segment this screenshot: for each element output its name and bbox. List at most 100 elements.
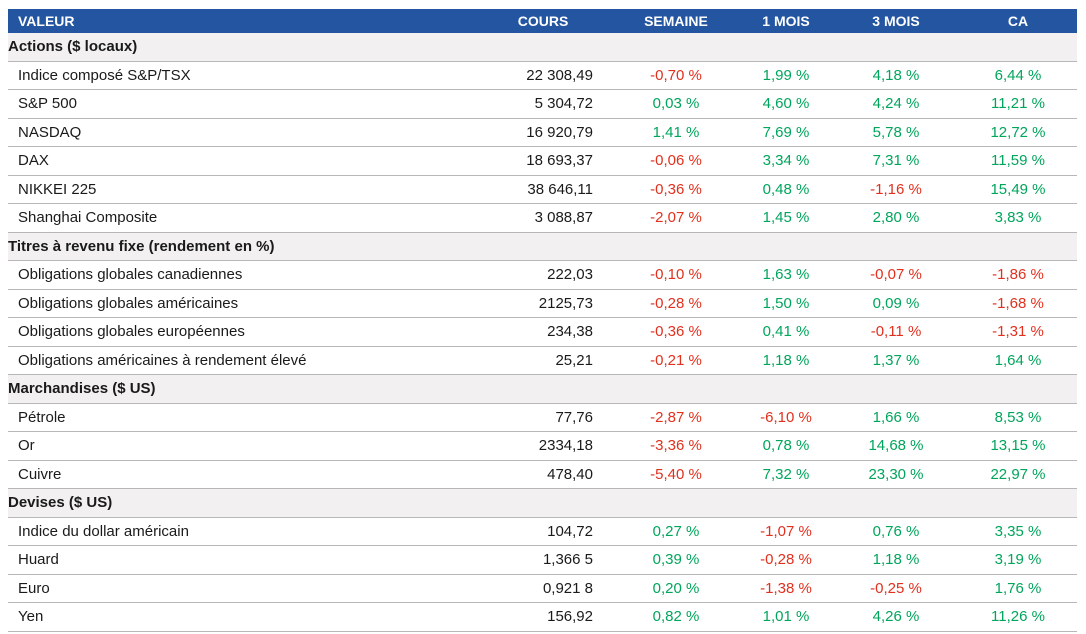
mois3-value: 1,37 % xyxy=(872,351,920,369)
row-label: Indice composé S&P/TSX xyxy=(18,66,191,84)
mois3-value: 4,26 % xyxy=(872,608,920,626)
section-title: Marchandises ($ US) xyxy=(8,380,156,398)
semaine-value: -0,70 % xyxy=(650,66,702,84)
column-header-ca: CA xyxy=(1007,13,1029,29)
table-row: Yen 156,92 0,82 % 1,01 % 4,26 % 11,26 % xyxy=(8,603,1077,632)
table-row: NIKKEI 225 38 646,11 -0,36 % 0,48 % -1,16 % 1… xyxy=(8,175,1077,204)
mois3-value: 5,78 % xyxy=(872,123,920,141)
semaine-value: -2,07 % xyxy=(650,209,702,227)
ca-value: 6,44 % xyxy=(994,66,1042,84)
cours-value: 222,03 xyxy=(547,266,593,284)
section-header-row: Marchandises ($ US) xyxy=(8,375,1077,404)
ca-value: 12,72 % xyxy=(990,123,1046,141)
mois1-value: 4,60 % xyxy=(762,95,810,113)
ca-value: 15,49 % xyxy=(990,180,1046,198)
ca-value: 22,97 % xyxy=(990,465,1046,483)
semaine-value: 0,27 % xyxy=(652,522,700,540)
mois1-value: 1,45 % xyxy=(762,209,810,227)
mois1-value: 1,50 % xyxy=(762,294,810,312)
column-header-valeur: VALEUR xyxy=(18,13,75,29)
mois3-value: -0,07 % xyxy=(870,266,922,284)
ca-value: 13,15 % xyxy=(990,437,1046,455)
section-title: Titres à revenu fixe (rendement en %) xyxy=(8,237,275,255)
mois1-value: 3,34 % xyxy=(762,152,810,170)
mois3-value: 4,24 % xyxy=(872,95,920,113)
cours-value: 156,92 xyxy=(547,608,593,626)
semaine-value: 0,03 % xyxy=(652,95,700,113)
row-label: Yen xyxy=(18,608,44,626)
mois3-value: 0,09 % xyxy=(872,294,920,312)
cours-value: 5 304,72 xyxy=(534,95,593,113)
market-performance-table: VALEUR COURS SEMAINE 1 MOIS 3 MOIS CA Ac… xyxy=(8,9,1077,632)
ca-value: -1,31 % xyxy=(992,323,1044,341)
ca-value: 3,83 % xyxy=(994,209,1042,227)
section-header-row: Titres à revenu fixe (rendement en %) xyxy=(8,232,1077,261)
table-row: S&P 500 5 304,72 0,03 % 4,60 % 4,24 % 11,21 % xyxy=(8,90,1077,119)
row-label: Cuivre xyxy=(18,465,62,483)
cours-value: 16 920,79 xyxy=(526,123,593,141)
mois1-value: 0,41 % xyxy=(762,323,810,341)
row-label: DAX xyxy=(18,152,49,170)
cours-value: 0,921 8 xyxy=(542,579,593,597)
row-label: Huard xyxy=(18,551,59,569)
mois1-value: 1,63 % xyxy=(762,266,810,284)
table-row: Obligations globales américaines 2125,73 -… xyxy=(8,289,1077,318)
row-label: NASDAQ xyxy=(18,123,82,141)
mois3-value: 0,76 % xyxy=(872,522,920,540)
row-label: Obligations globales américaines xyxy=(18,294,239,312)
mois3-value: 1,66 % xyxy=(872,408,920,426)
semaine-value: -0,10 % xyxy=(650,266,702,284)
semaine-value: -0,21 % xyxy=(650,351,702,369)
mois1-value: -1,07 % xyxy=(760,522,812,540)
mois1-value: -1,38 % xyxy=(760,579,812,597)
cours-value: 104,72 xyxy=(547,522,593,540)
semaine-value: -0,36 % xyxy=(650,180,702,198)
table-row: Obligations globales européennes 234,38 -0… xyxy=(8,318,1077,347)
ca-value: -1,68 % xyxy=(992,294,1044,312)
section-header-row: Actions ($ locaux) xyxy=(8,33,1077,62)
table-row: Shanghai Composite 3 088,87 -2,07 % 1,45 % 2… xyxy=(8,204,1077,233)
ca-value: 3,19 % xyxy=(994,551,1042,569)
semaine-value: -2,87 % xyxy=(650,408,702,426)
semaine-value: -5,40 % xyxy=(650,465,702,483)
table-row: Obligations globales canadiennes 222,03 -0… xyxy=(8,261,1077,290)
table-row: Euro 0,921 8 0,20 % -1,38 % -0,25 % 1,76 % xyxy=(8,574,1077,603)
table-body: Actions ($ locaux) Indice composé S&P/TSX… xyxy=(8,33,1077,632)
table-header-row: VALEUR COURS SEMAINE 1 MOIS 3 MOIS CA xyxy=(8,9,1077,33)
mois1-value: 1,18 % xyxy=(762,351,810,369)
column-header-3mois: 3 MOIS xyxy=(872,13,920,29)
mois3-value: -0,25 % xyxy=(870,579,922,597)
column-header-1mois: 1 MOIS xyxy=(762,13,810,29)
row-label: Pétrole xyxy=(18,408,66,426)
table-row: Pétrole 77,76 -2,87 % -6,10 % 1,66 % 8,53 % xyxy=(8,403,1077,432)
ca-value: 1,64 % xyxy=(994,351,1042,369)
table-row: Cuivre 478,40 -5,40 % 7,32 % 23,30 % 22,97 % xyxy=(8,460,1077,489)
mois1-value: 1,01 % xyxy=(762,608,810,626)
mois1-value: -6,10 % xyxy=(760,408,812,426)
table-row: DAX 18 693,37 -0,06 % 3,34 % 7,31 % 11,59 % xyxy=(8,147,1077,176)
ca-value: 11,26 % xyxy=(991,608,1045,626)
mois3-value: 2,80 % xyxy=(872,209,920,227)
section-title: Devises ($ US) xyxy=(8,494,113,512)
semaine-value: -0,06 % xyxy=(650,152,702,170)
row-label: S&P 500 xyxy=(18,95,77,113)
ca-value: 3,35 % xyxy=(994,522,1042,540)
mois1-value: -0,28 % xyxy=(760,551,812,569)
mois3-value: -1,16 % xyxy=(870,180,922,198)
ca-value: 1,76 % xyxy=(994,579,1042,597)
mois1-value: 0,48 % xyxy=(762,180,810,198)
mois3-value: 14,68 % xyxy=(868,437,924,455)
mois1-value: 7,32 % xyxy=(762,465,810,483)
row-label: Obligations américaines à rendement élev… xyxy=(18,351,307,369)
column-header-cours: COURS xyxy=(517,13,569,29)
mois1-value: 7,69 % xyxy=(762,123,810,141)
column-header-semaine: SEMAINE xyxy=(644,13,708,29)
semaine-value: -0,28 % xyxy=(650,294,702,312)
table-row: Indice du dollar américain 104,72 0,27 % -1… xyxy=(8,517,1077,546)
cours-value: 25,21 xyxy=(555,351,593,369)
semaine-value: -0,36 % xyxy=(650,323,702,341)
ca-value: 11,59 % xyxy=(991,152,1045,170)
semaine-value: 0,82 % xyxy=(652,608,700,626)
row-label: Shanghai Composite xyxy=(18,209,158,227)
cours-value: 22 308,49 xyxy=(526,66,593,84)
